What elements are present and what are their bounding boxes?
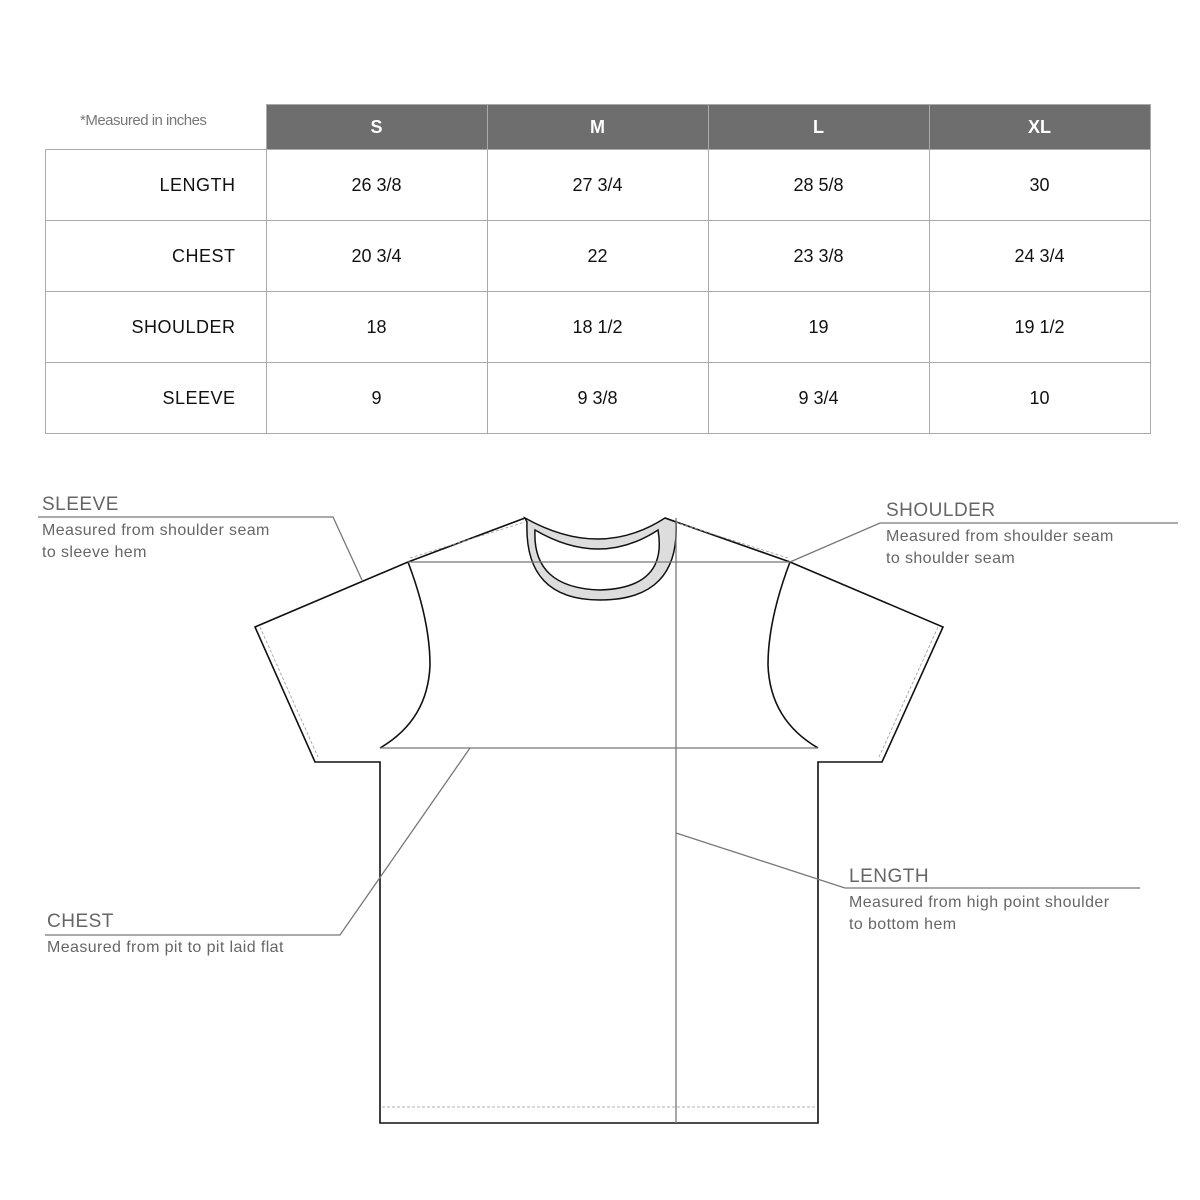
size-header: L: [707, 104, 930, 150]
length-leader: [675, 832, 1140, 889]
measure-value: 18 1/2: [486, 291, 709, 363]
shoulder-leader: [789, 522, 1178, 563]
measure-value: 23 3/8: [707, 220, 930, 292]
table-row: SHOULDER 18 18 1/2 19 19 1/2: [45, 291, 1151, 363]
measure-label: SLEEVE: [45, 362, 267, 434]
chest-callout: CHEST Measured from pit to pit laid flat: [47, 911, 284, 956]
measure-value: 22: [486, 220, 709, 292]
size-header-row: S M L XL: [46, 104, 1151, 150]
measure-value: 10: [928, 362, 1151, 434]
size-header: S: [265, 104, 488, 150]
measure-value: 24 3/4: [928, 220, 1151, 292]
measure-value: 9 3/8: [486, 362, 709, 434]
measure-label: CHEST: [45, 220, 267, 292]
measure-value: 19: [707, 291, 930, 363]
chest-leader: [45, 747, 471, 936]
measure-lines: [38, 516, 1178, 1123]
sleeve-leader: [38, 516, 363, 581]
size-table: S M L XL LENGTH 26 3/8 27 3/4 28 5/8 30 CHEST…: [45, 104, 1151, 434]
collar: [523, 516, 677, 601]
shoulder-callout: SHOULDER Measured from shoulder seam to s…: [886, 500, 1114, 567]
size-header: XL: [928, 104, 1151, 150]
tshirt-outline: [253, 517, 945, 1124]
size-header: M: [486, 104, 709, 150]
measure-value: 9 3/4: [707, 362, 930, 434]
sleeve-callout: SLEEVE Measured from shoulder seam to sle…: [42, 494, 270, 561]
measure-label: SHOULDER: [45, 291, 267, 363]
measure-value: 19 1/2: [928, 291, 1151, 363]
measure-value: 28 5/8: [707, 149, 930, 221]
table-row: SLEEVE 9 9 3/8 9 3/4 10: [45, 362, 1151, 434]
stitching: [259, 521, 939, 1108]
measure-value: 26 3/8: [265, 149, 488, 221]
table-row: LENGTH 26 3/8 27 3/4 28 5/8 30: [45, 149, 1151, 221]
measure-value: 20 3/4: [265, 220, 488, 292]
units-note: *Measured in inches: [80, 112, 207, 129]
measure-value: 30: [928, 149, 1151, 221]
measure-value: 9: [265, 362, 488, 434]
length-callout: LENGTH Measured from high point shoulder…: [849, 866, 1110, 933]
measure-label: LENGTH: [45, 149, 267, 221]
measure-value: 27 3/4: [486, 149, 709, 221]
measure-value: 18: [265, 291, 488, 363]
table-row: CHEST 20 3/4 22 23 3/8 24 3/4: [45, 220, 1151, 292]
